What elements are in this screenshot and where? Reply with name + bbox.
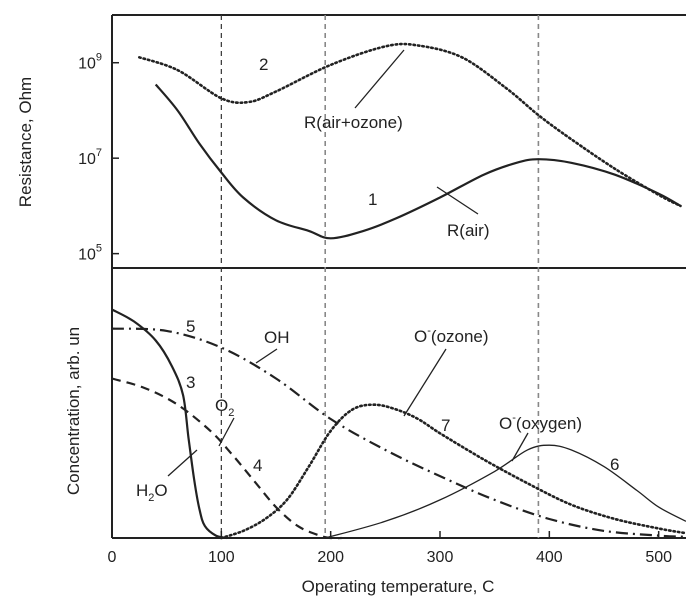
curve-6-name: O-(oxygen)	[499, 412, 582, 433]
curve-3-number: 3	[186, 373, 195, 392]
curve-7-leader	[403, 348, 447, 417]
curve-5-leader	[255, 348, 278, 364]
label-base: O	[215, 396, 228, 415]
curve-1-leader	[436, 186, 479, 215]
bottom-panel-curves	[111, 308, 686, 540]
label-base: O	[414, 327, 427, 346]
x-tick-label: 0	[108, 549, 117, 566]
curve-6-leader	[511, 432, 529, 462]
curve-7-line	[220, 403, 686, 540]
label-superscript: -	[512, 412, 516, 424]
label-suffix: (oxygen)	[516, 414, 582, 433]
curve-2-leader	[354, 49, 405, 109]
y-tick-label: 105	[78, 243, 102, 264]
label-base: O	[499, 414, 512, 433]
label-superscript: -	[427, 325, 431, 337]
curve-2-line	[138, 42, 682, 208]
y-tick-exponent: 7	[96, 147, 102, 159]
curve-6-line	[325, 444, 686, 539]
curve-6-number: 6	[610, 455, 619, 474]
curve-4-line	[111, 377, 342, 540]
curve-2-name: R(air+ozone)	[304, 113, 403, 132]
label-suffix: O	[154, 481, 167, 500]
curve-3-name: H2O	[136, 481, 168, 504]
curve-5-number: 5	[186, 317, 195, 336]
label-subscript: 2	[148, 492, 154, 504]
axis-titles: Resistance, Ohm Concentration, arb. un Ope…	[16, 77, 494, 596]
vertical-reference-lines	[220, 15, 540, 538]
y-tick-exponent: 9	[96, 52, 102, 64]
curve-1-name: R(air)	[447, 221, 490, 240]
x-tick-label: 100	[208, 549, 235, 566]
label-suffix: (ozone)	[431, 327, 489, 346]
y-tick-label: 107	[78, 147, 102, 168]
x-axis-title: Operating temperature, C	[302, 577, 495, 596]
curve-4-name: O2	[215, 396, 234, 419]
top-y-axis-title: Resistance, Ohm	[16, 77, 35, 207]
curve-4-leader	[218, 417, 235, 447]
y-tick-exponent: 5	[96, 243, 102, 255]
y-tick-base: 10	[78, 247, 96, 264]
curve-4-number: 4	[253, 456, 262, 475]
x-tick-label: 300	[427, 549, 454, 566]
chart-frame	[111, 14, 686, 539]
curve-1-number: 1	[368, 190, 377, 209]
x-tick-label: 200	[317, 549, 344, 566]
curve-7-name: O-(ozone)	[414, 325, 489, 346]
bottom-y-axis-title: Concentration, arb. un	[64, 327, 83, 495]
label-base: OH	[264, 328, 290, 347]
y-tick-label: 109	[78, 52, 102, 73]
x-tick-label: 500	[645, 549, 672, 566]
curve-5-name: OH	[264, 328, 290, 347]
curve-3-leader	[167, 449, 198, 477]
curve-7-number: 7	[441, 416, 450, 435]
y-tick-base: 10	[78, 56, 96, 73]
curve-labels: 2R(air+ozone)1R(air)5OH3H2OO24O-(ozone)7…	[136, 49, 619, 504]
curve-1-line	[154, 83, 682, 240]
label-base: H	[136, 481, 148, 500]
y-tick-base: 10	[78, 151, 96, 168]
x-tick-label: 400	[536, 549, 563, 566]
top-panel-curves	[138, 42, 682, 240]
curve-3-line	[111, 308, 228, 540]
label-subscript: 2	[228, 407, 234, 419]
curve-2-number: 2	[259, 55, 268, 74]
